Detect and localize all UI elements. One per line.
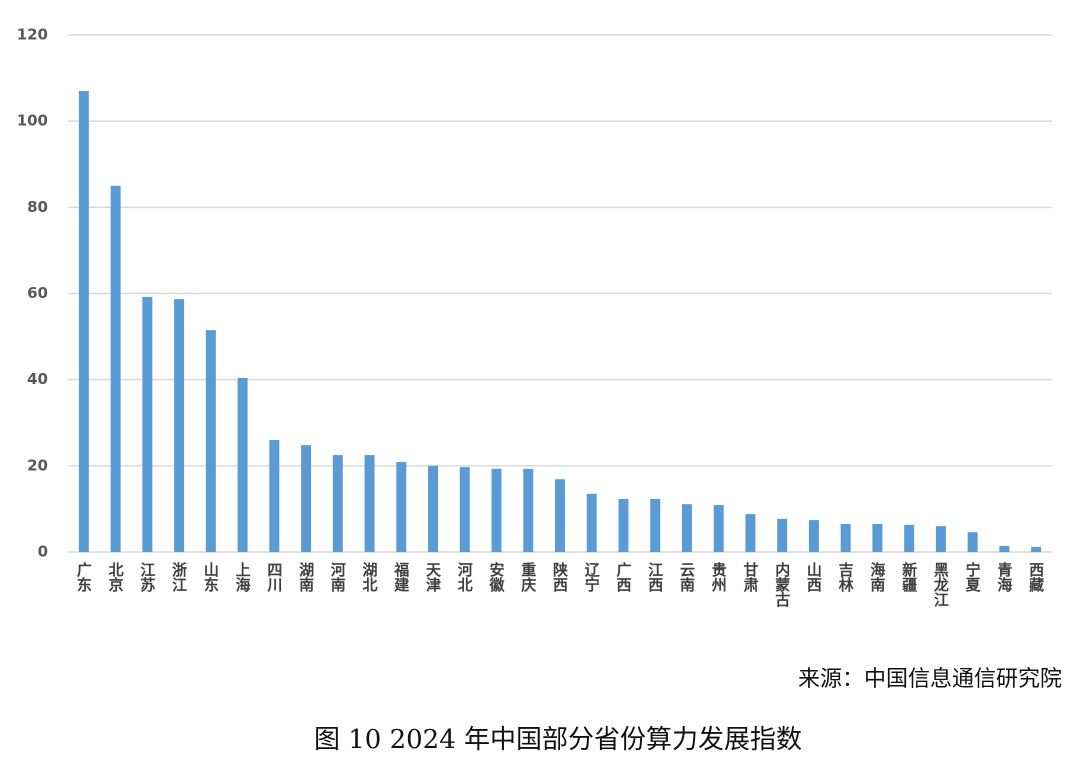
x-tick-label: 北京	[107, 562, 125, 593]
y-tick-label: 100	[17, 112, 48, 130]
bar	[999, 545, 1010, 552]
x-tick-label: 湖北	[361, 562, 379, 592]
x-tick-label: 广东	[75, 561, 93, 593]
x-tick-label: 云南	[678, 562, 696, 593]
bar	[618, 499, 629, 552]
x-tick-label: 陕西	[551, 561, 569, 593]
bar	[586, 493, 597, 552]
x-tick-label: 重庆	[519, 561, 537, 593]
x-tick-label: 黑龙江	[932, 562, 950, 608]
x-tick-label: 湖南	[297, 562, 315, 593]
x-tick-label: 海南	[868, 561, 886, 593]
x-tick-label: 甘肃	[741, 561, 759, 593]
x-tick-label: 河北	[456, 561, 474, 592]
x-tick-label: 山西	[805, 562, 823, 593]
x-tick-label: 河南	[329, 561, 347, 593]
bar	[904, 524, 915, 552]
bar	[396, 461, 407, 552]
x-tick-label: 山东	[202, 562, 220, 593]
bar	[555, 479, 565, 552]
bar	[237, 377, 248, 552]
bar	[808, 520, 819, 552]
x-tick-label: 吉林	[837, 561, 855, 593]
bar	[142, 296, 153, 552]
bar	[78, 91, 89, 552]
bar	[713, 505, 724, 552]
bar	[840, 523, 851, 552]
x-tick-label: 四川	[265, 562, 283, 592]
y-tick-label: 20	[27, 456, 48, 474]
x-tick-label: 西藏	[1027, 562, 1045, 593]
x-tick-label: 广西	[614, 561, 632, 593]
y-tick-label: 80	[27, 198, 48, 216]
bar	[459, 467, 470, 552]
x-tick-label: 浙江	[170, 561, 188, 593]
bar	[364, 455, 375, 552]
bar	[332, 455, 343, 552]
x-tick-label: 江苏	[138, 561, 156, 593]
bar	[205, 330, 216, 552]
x-tick-label: 宁夏	[964, 561, 982, 593]
bar	[935, 526, 946, 552]
x-tick-label: 内蒙古	[773, 561, 791, 608]
bar	[681, 504, 692, 552]
bar	[1031, 546, 1042, 552]
x-tick-label: 天津	[424, 562, 442, 593]
x-tick-label: 福建	[392, 561, 410, 593]
x-tick-label: 上海	[234, 562, 252, 593]
bar	[777, 518, 788, 552]
bar	[650, 499, 661, 552]
bar	[428, 465, 439, 552]
y-tick-label: 120	[17, 26, 48, 44]
x-tick-label: 辽宁	[583, 562, 601, 593]
bar	[872, 523, 883, 552]
bar	[174, 299, 185, 552]
bar	[110, 185, 121, 552]
source-note: 来源：中国信息通信研究院	[798, 667, 1062, 692]
x-tick-label: 贵州	[710, 561, 728, 593]
x-tick-label: 江西	[646, 561, 664, 593]
bar	[745, 514, 756, 552]
bar	[491, 468, 502, 552]
y-tick-label: 40	[27, 370, 48, 388]
x-tick-label: 新疆	[900, 561, 918, 593]
bar	[269, 439, 280, 552]
bar	[301, 445, 312, 552]
y-tick-label: 60	[27, 284, 48, 302]
x-tick-label: 安徽	[488, 561, 506, 593]
x-tick-label: 青海	[995, 561, 1013, 593]
bar	[523, 468, 534, 552]
chart-caption: 图 10 2024 年中国部分省份算力发展指数	[314, 725, 802, 755]
y-tick-label: 0	[38, 543, 48, 561]
bar	[967, 532, 978, 552]
